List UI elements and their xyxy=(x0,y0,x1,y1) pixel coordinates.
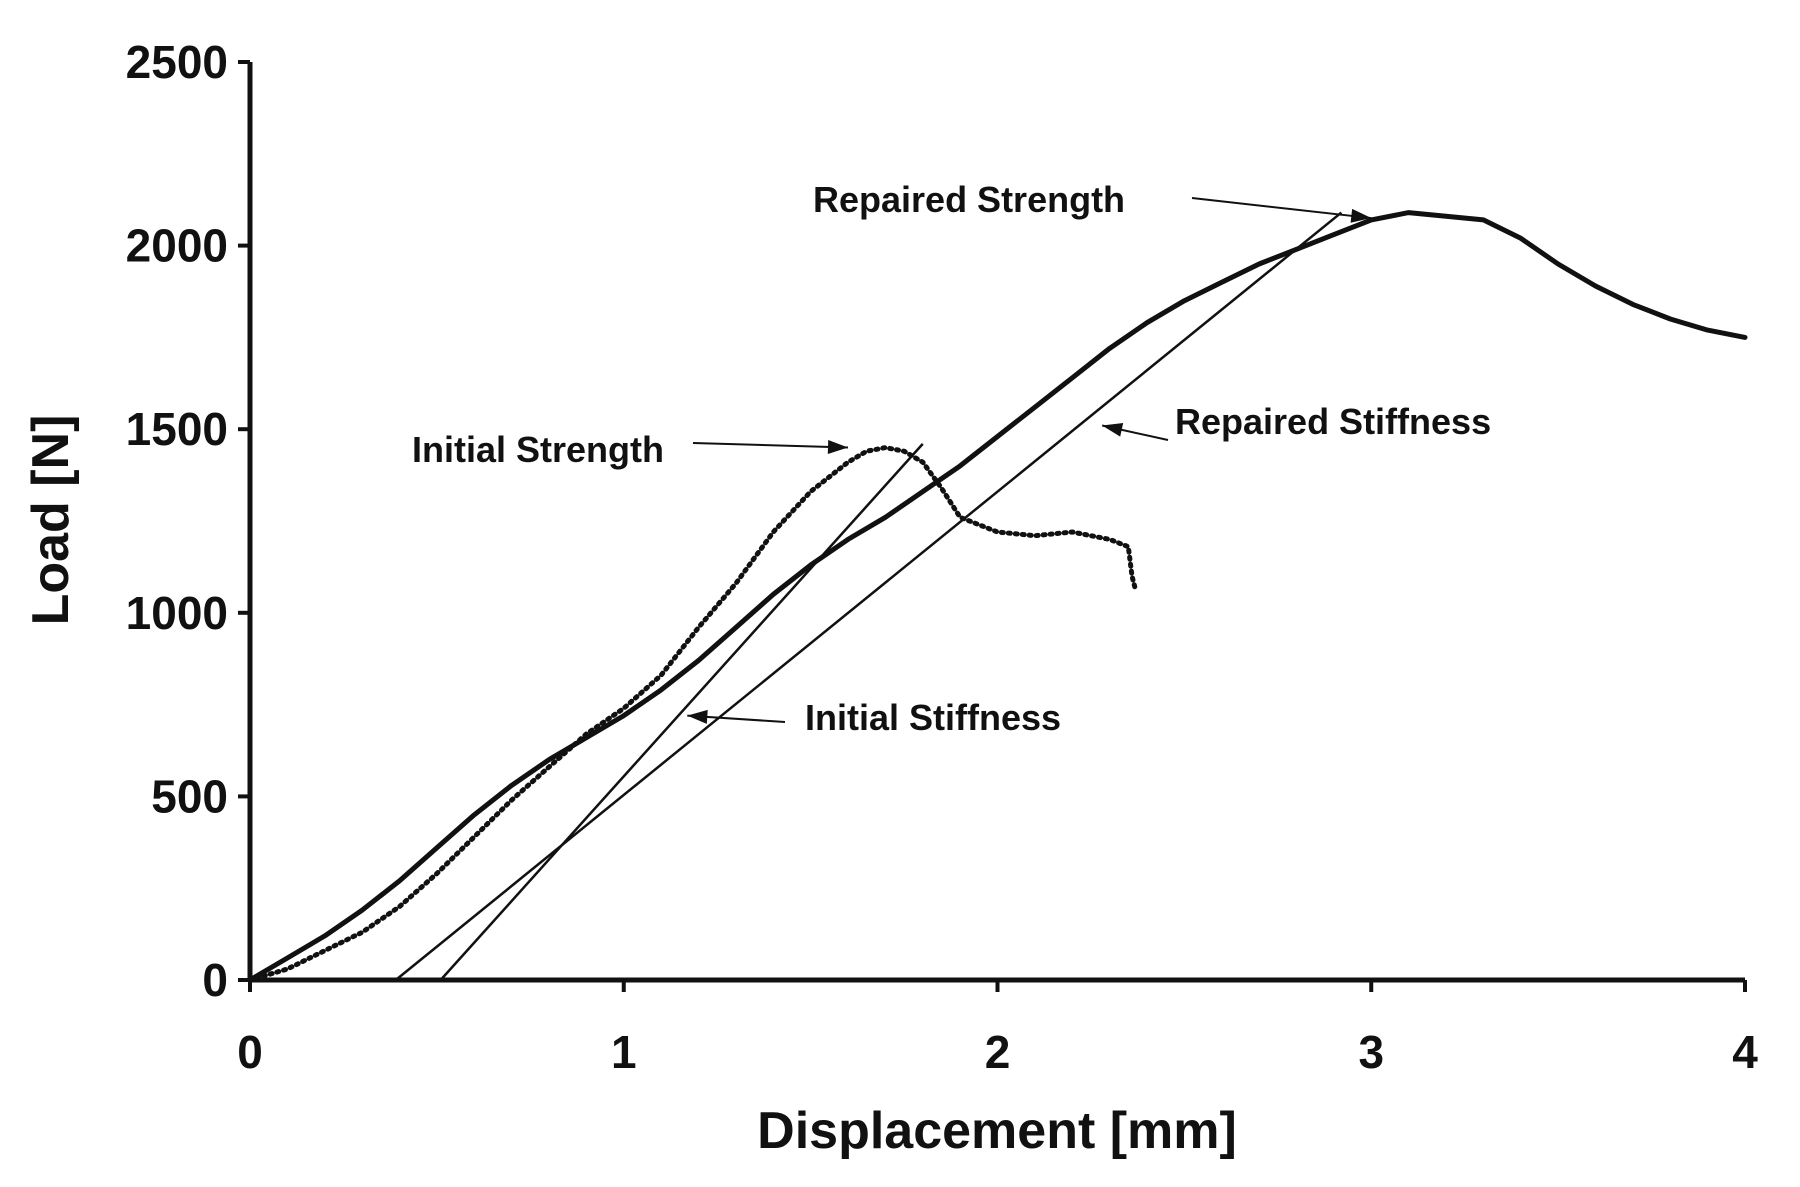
x-axis-ticks: 0 1 2 3 4 xyxy=(237,980,1758,1078)
y-axis-title: Load [N] xyxy=(22,415,80,626)
initial-stiffness-label: Initial Stiffness xyxy=(805,697,1061,738)
annotation-arrows xyxy=(687,197,1372,724)
repaired-stiffness-line xyxy=(394,211,1343,981)
initial-stiffness-line xyxy=(439,443,924,981)
y-tick-label: 1500 xyxy=(126,403,228,455)
y-tick-label: 2000 xyxy=(126,220,228,272)
y-tick-label: 0 xyxy=(202,954,228,1006)
repaired-strength-arrow xyxy=(1191,197,1372,223)
repaired-stiffness-label: Repaired Stiffness xyxy=(1175,401,1491,442)
initial-strength-arrow xyxy=(692,439,849,454)
repaired-curve xyxy=(247,210,1748,983)
data-curves xyxy=(247,210,1748,983)
initial-curve xyxy=(247,445,1139,983)
repaired-strength-label: Repaired Strength xyxy=(813,179,1125,220)
initial-stiffness-arrow xyxy=(687,709,786,724)
x-tick-label: 3 xyxy=(1358,1026,1384,1078)
fit-lines xyxy=(394,211,1343,981)
x-tick-label: 0 xyxy=(237,1026,263,1078)
repaired-stiffness-arrow xyxy=(1101,422,1169,441)
x-tick-label: 4 xyxy=(1732,1026,1758,1078)
y-axis-ticks: 0 500 1000 1500 2000 2500 xyxy=(126,36,250,1006)
y-tick-label: 500 xyxy=(151,770,228,822)
initial-strength-label: Initial Strength xyxy=(412,429,664,470)
x-tick-label: 2 xyxy=(985,1026,1011,1078)
x-axis-title: Displacement [mm] xyxy=(757,1102,1237,1160)
y-tick-label: 2500 xyxy=(126,36,228,88)
y-tick-label: 1000 xyxy=(126,587,228,639)
x-tick-label: 1 xyxy=(611,1026,637,1078)
